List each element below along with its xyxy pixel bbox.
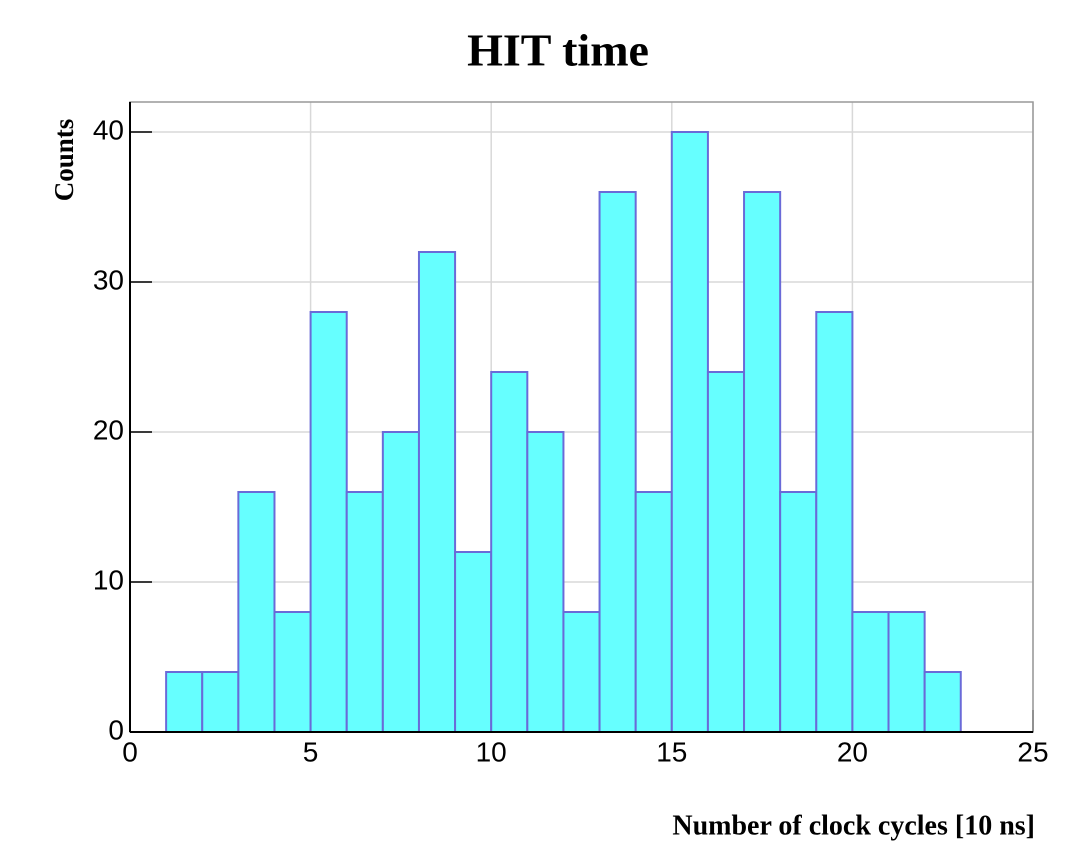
y-tick-label: 30 [93, 264, 124, 295]
bar [165, 671, 204, 733]
bar [670, 131, 709, 733]
bar [417, 251, 457, 733]
x-tick-label: 15 [656, 736, 687, 767]
x-tick-label: 20 [837, 736, 868, 767]
bar [743, 191, 782, 733]
x-axis-label: Number of clock cycles [10 ns] [672, 810, 1035, 841]
bar [490, 371, 529, 733]
bar [634, 491, 673, 733]
bar [779, 491, 818, 733]
bar [851, 611, 890, 733]
bar [381, 431, 420, 733]
bar [345, 491, 384, 733]
bar [237, 491, 276, 733]
bar [598, 191, 637, 733]
y-tick-label: 40 [93, 114, 124, 145]
bar [273, 611, 312, 733]
bar [309, 311, 348, 733]
y-tick-label: 20 [93, 414, 124, 445]
bar [201, 671, 240, 733]
bar [526, 431, 565, 733]
bar [706, 371, 746, 733]
y-tick-label: 10 [93, 564, 124, 595]
bar [815, 311, 854, 733]
x-tick-label: 5 [303, 736, 319, 767]
y-tick-label: 0 [108, 714, 124, 745]
bar [887, 611, 926, 733]
bar [562, 611, 601, 733]
x-tick-label: 10 [476, 736, 507, 767]
bar [923, 671, 962, 733]
x-tick-label: 25 [1017, 736, 1048, 767]
x-tick-label: 0 [122, 736, 138, 767]
bar [454, 551, 493, 733]
chart-title: HIT time [467, 25, 649, 76]
y-axis-label: Counts [49, 119, 79, 202]
